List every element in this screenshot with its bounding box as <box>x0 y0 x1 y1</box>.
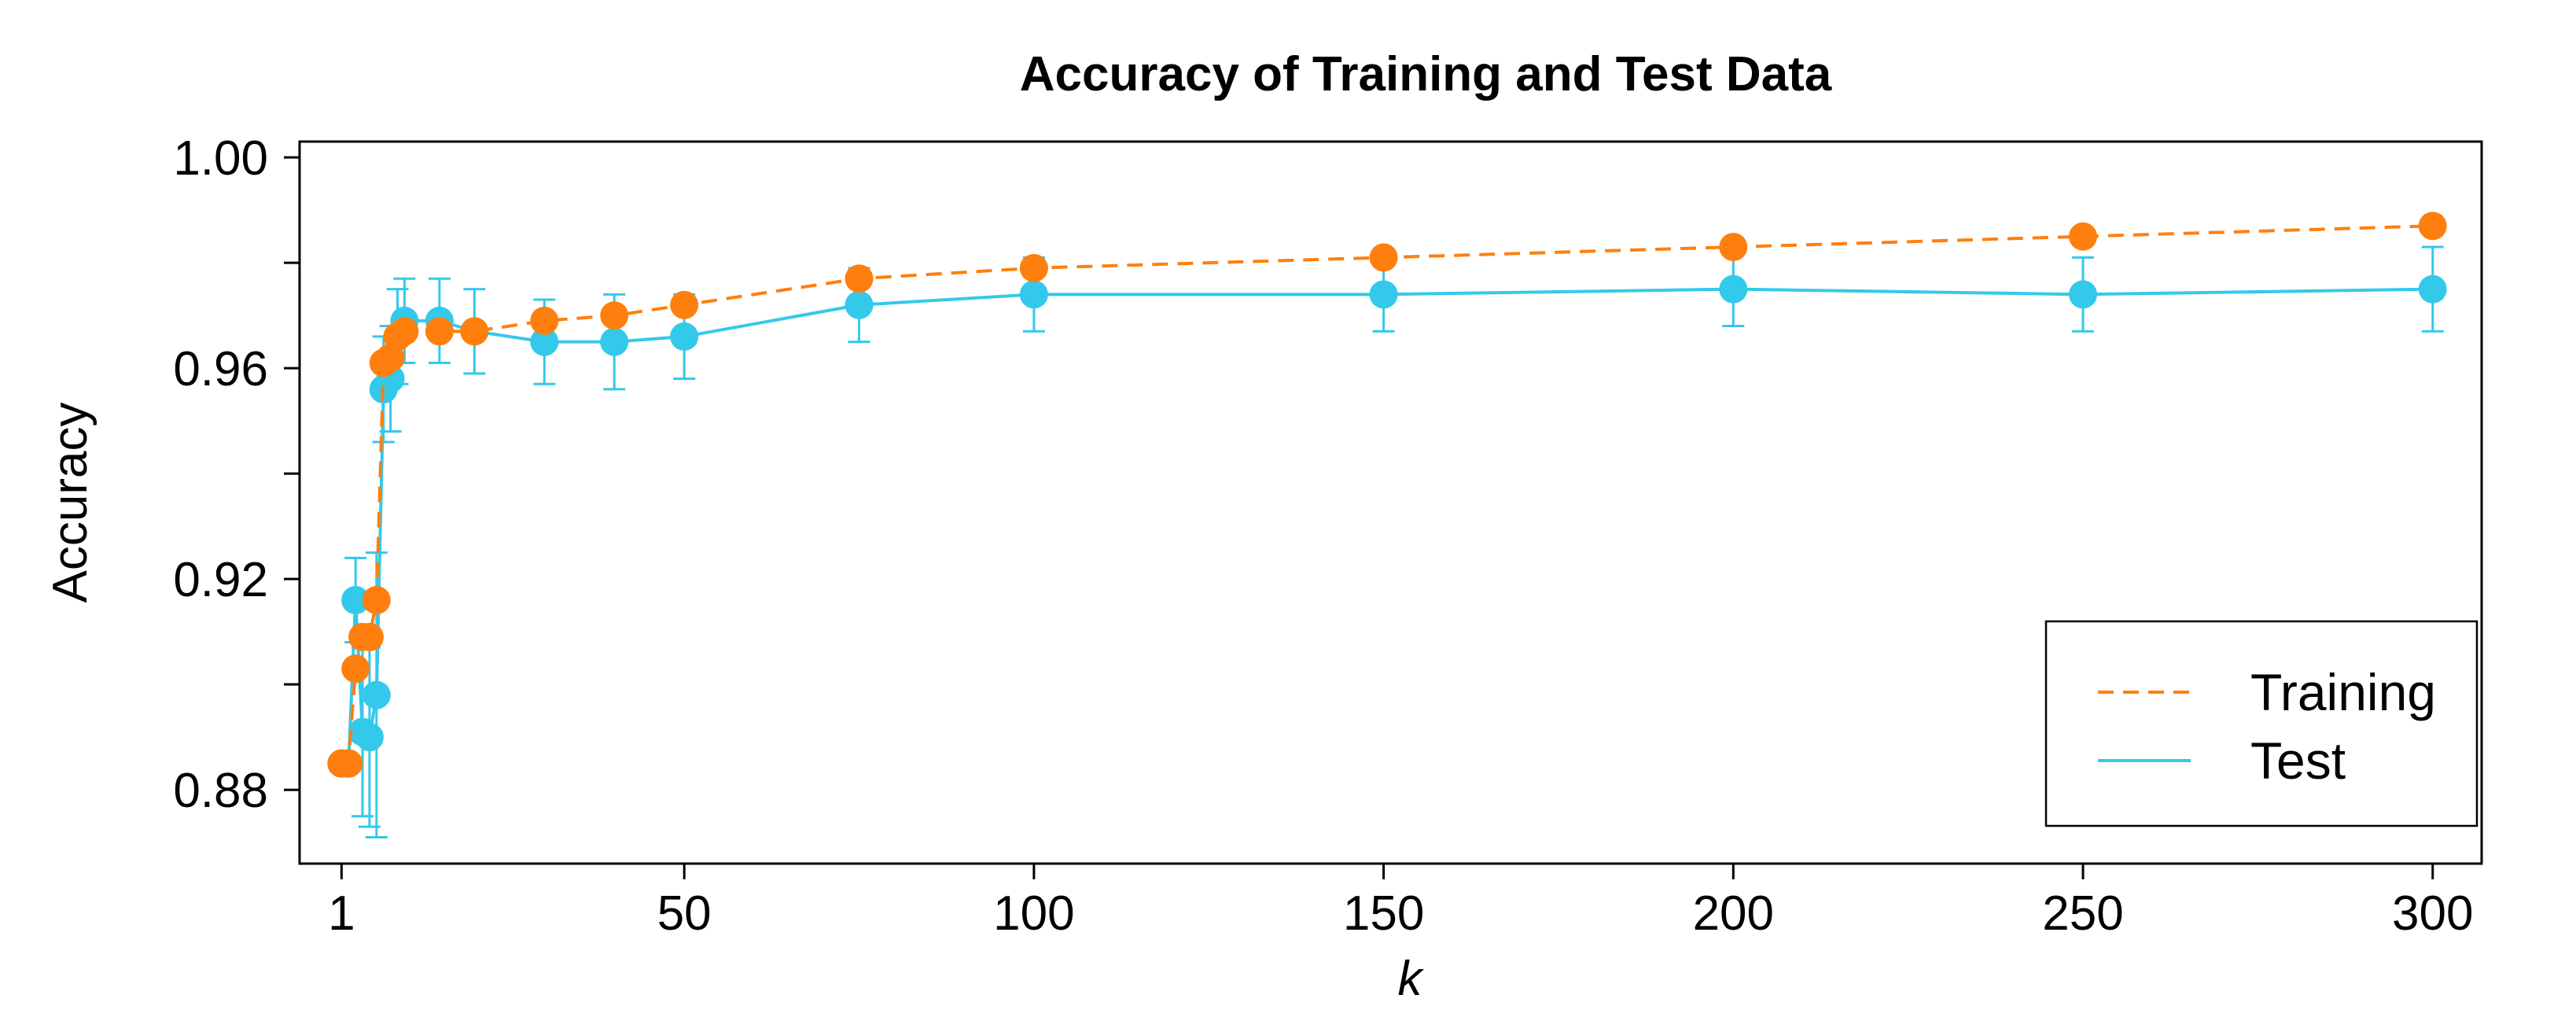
data-point-training <box>600 301 629 330</box>
data-point-training <box>460 317 489 346</box>
legend: Training Test <box>2044 620 2478 827</box>
chart-title: Accuracy of Training and Test Data <box>1020 47 1832 101</box>
data-point-test <box>341 585 370 614</box>
data-point-training <box>355 622 384 651</box>
x-tick-label: 250 <box>2042 886 2123 941</box>
data-point-training <box>334 749 363 778</box>
data-point-training <box>2418 212 2447 241</box>
data-point-training <box>670 290 699 319</box>
data-point-training <box>530 306 559 335</box>
y-axis: 0.88 0.92 0.96 1.00 <box>173 131 300 818</box>
data-point-test <box>1719 275 1748 304</box>
x-tick-label: 50 <box>657 886 712 941</box>
y-tick-label: 0.88 <box>173 764 268 818</box>
data-point-test <box>600 327 629 356</box>
data-point-test <box>845 290 874 319</box>
data-point-test <box>530 327 559 356</box>
legend-label-test: Test <box>2250 731 2346 790</box>
data-point-training <box>362 585 391 614</box>
series-training <box>327 212 2447 778</box>
legend-box <box>2044 620 2478 827</box>
x-tick-label: 150 <box>1343 886 1424 941</box>
data-point-test <box>670 322 699 351</box>
plot-frame <box>298 140 2483 865</box>
y-axis-label: Accuracy <box>43 403 98 603</box>
x-tick-label: 300 <box>2392 886 2473 941</box>
data-point-test <box>1019 280 1048 309</box>
y-tick-label: 0.92 <box>173 553 268 607</box>
data-point-training <box>1719 233 1748 262</box>
y-tick-label: 1.00 <box>173 131 268 186</box>
x-axis-label: k <box>1398 952 1425 1006</box>
data-point-training <box>1369 243 1398 272</box>
data-point-training <box>390 317 419 346</box>
data-point-training <box>2069 222 2098 251</box>
data-point-test <box>1369 280 1398 309</box>
data-point-training <box>341 654 370 683</box>
x-tick-label: 100 <box>993 886 1074 941</box>
legend-label-training: Training <box>2250 663 2436 721</box>
x-axis: 1 50 100 150 200 250 300 <box>328 864 2473 941</box>
data-point-training <box>845 264 874 293</box>
data-point-test <box>2418 275 2447 304</box>
data-point-test <box>2069 280 2098 309</box>
data-point-test <box>362 680 391 709</box>
x-tick-label: 1 <box>328 886 355 941</box>
data-point-test <box>355 723 384 752</box>
series-layer <box>327 212 2447 838</box>
data-point-training <box>1019 253 1048 282</box>
y-tick-label: 0.96 <box>173 342 268 396</box>
x-tick-label: 200 <box>1693 886 1774 941</box>
data-point-training <box>425 317 454 346</box>
